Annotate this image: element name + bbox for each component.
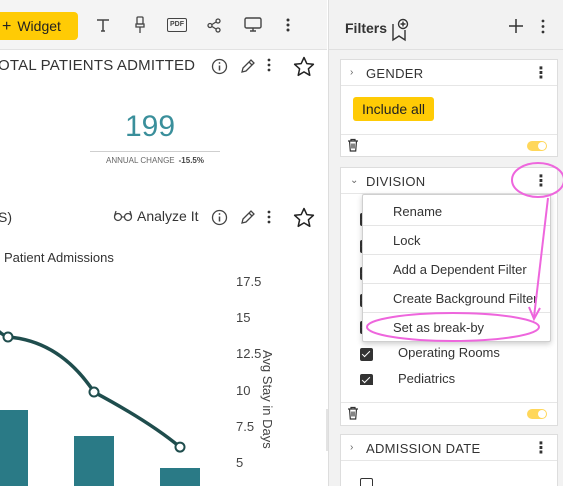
annual-change-value: -15.5% bbox=[178, 156, 204, 165]
edit-icon[interactable] bbox=[239, 209, 256, 226]
menu-item-create-background-filter[interactable]: Create Background Filter bbox=[393, 291, 538, 306]
checkbox[interactable] bbox=[360, 348, 373, 361]
filter-context-menu: Rename Lock Add a Dependent Filter Creat… bbox=[362, 194, 551, 342]
chart-plot bbox=[0, 330, 200, 486]
y2-axis-label: Avg Stay in Days bbox=[260, 350, 275, 449]
gender-card-footer bbox=[341, 134, 557, 156]
kpi-widget-title: OTAL PATIENTS ADMITTED bbox=[0, 57, 196, 74]
chevron-down-icon[interactable]: ⌄ bbox=[350, 175, 359, 186]
more-icon[interactable]: ⋮ bbox=[533, 173, 549, 190]
add-filter-icon[interactable] bbox=[509, 19, 523, 33]
trash-icon[interactable] bbox=[347, 138, 359, 157]
y2-tick-label: 17.5 bbox=[236, 274, 262, 289]
more-icon[interactable] bbox=[541, 19, 545, 34]
y2-tick-label: 7.5 bbox=[236, 418, 255, 434]
analyze-it-button[interactable]: Analyze It bbox=[113, 208, 198, 224]
chart-title: Patient Admissions bbox=[4, 250, 114, 265]
more-icon[interactable] bbox=[286, 16, 290, 34]
share-icon[interactable] bbox=[207, 16, 222, 34]
edit-icon[interactable] bbox=[239, 58, 256, 75]
menu-divider bbox=[363, 283, 550, 284]
filter-toggle[interactable] bbox=[527, 141, 547, 151]
filters-title: Filters bbox=[345, 20, 388, 36]
info-icon[interactable] bbox=[211, 58, 228, 75]
line-point[interactable] bbox=[2, 331, 14, 343]
menu-item-lock[interactable]: Lock bbox=[393, 233, 421, 248]
bookmark-add-icon[interactable] bbox=[391, 18, 409, 42]
y2-tick-label: 10 bbox=[236, 382, 251, 398]
kpi-widget-header: OTAL PATIENTS ADMITTED bbox=[0, 50, 327, 84]
more-icon[interactable] bbox=[267, 209, 271, 225]
list-item[interactable]: Operating Rooms bbox=[360, 345, 550, 365]
bar[interactable] bbox=[0, 410, 28, 486]
add-widget-button[interactable]: + Widget bbox=[0, 12, 78, 40]
y2-tick-label: 5 bbox=[236, 455, 244, 470]
include-all-button[interactable]: Include all bbox=[353, 97, 435, 121]
star-icon[interactable] bbox=[293, 207, 315, 228]
division-card-footer bbox=[341, 402, 557, 424]
menu-divider bbox=[363, 254, 550, 255]
y2-tick-label: 12.5 bbox=[236, 346, 262, 362]
menu-item-add-dependent-filter[interactable]: Add a Dependent Filter bbox=[393, 262, 527, 277]
gender-card-header[interactable]: › GENDER ⋮ bbox=[341, 60, 557, 86]
division-option-label: Pediatrics bbox=[398, 371, 456, 385]
gender-card-title: GENDER bbox=[366, 66, 424, 81]
analyze-it-label: Analyze It bbox=[137, 208, 199, 224]
menu-item-rename[interactable]: Rename bbox=[393, 204, 443, 219]
chart-widget-title: S) bbox=[0, 209, 12, 225]
line-point[interactable] bbox=[88, 386, 100, 398]
division-card-header[interactable]: ⌄ DIVISION ⋮ bbox=[341, 168, 557, 194]
gender-filter-card: › GENDER ⋮ Include all bbox=[340, 59, 558, 157]
more-icon[interactable]: ⋮ bbox=[533, 65, 549, 82]
admission-card-header[interactable]: › ADMISSION DATE ⋮ bbox=[341, 435, 557, 461]
checkbox[interactable] bbox=[360, 478, 373, 486]
chevron-right-icon[interactable]: › bbox=[350, 67, 354, 78]
checkbox[interactable] bbox=[360, 374, 373, 385]
star-icon[interactable] bbox=[293, 56, 315, 77]
filters-header: Filters bbox=[329, 0, 563, 50]
bar[interactable] bbox=[74, 436, 114, 486]
series-line bbox=[0, 330, 182, 449]
dashboard-toolbar: + Widget PDF bbox=[0, 0, 327, 50]
glasses-icon bbox=[113, 210, 133, 222]
admission-date-filter-card: › ADMISSION DATE ⋮ bbox=[340, 434, 558, 486]
line-point[interactable] bbox=[174, 441, 186, 453]
monitor-icon[interactable] bbox=[244, 16, 262, 34]
menu-divider bbox=[363, 312, 550, 313]
menu-item-set-as-break-by[interactable]: Set as break-by bbox=[393, 320, 485, 335]
division-card-title: DIVISION bbox=[366, 174, 426, 189]
brush-icon[interactable] bbox=[134, 16, 146, 34]
plus-icon: + bbox=[2, 18, 12, 35]
division-option-label: Operating Rooms bbox=[398, 345, 500, 360]
menu-divider bbox=[363, 225, 550, 226]
bar[interactable] bbox=[160, 468, 200, 486]
kpi-value: 199 bbox=[124, 110, 176, 143]
kpi-divider bbox=[90, 151, 220, 152]
admission-card-title: ADMISSION DATE bbox=[366, 441, 481, 456]
more-icon[interactable] bbox=[267, 57, 271, 73]
dashboard-area: + Widget PDF OTAL PATIENTS ADMITTED bbox=[0, 0, 327, 486]
info-icon[interactable] bbox=[211, 209, 228, 226]
text-icon[interactable] bbox=[96, 16, 110, 34]
trash-icon[interactable] bbox=[347, 406, 359, 425]
list-item[interactable] bbox=[360, 475, 550, 486]
more-icon[interactable]: ⋮ bbox=[533, 440, 549, 457]
y2-tick-label: 15 bbox=[236, 310, 251, 326]
list-item[interactable]: Pediatrics bbox=[360, 371, 550, 385]
kpi-change: ANNUAL CHANGE -15.5% bbox=[90, 156, 220, 165]
annual-change-label: ANNUAL CHANGE bbox=[106, 156, 175, 165]
add-widget-label: Widget bbox=[17, 18, 61, 34]
chevron-right-icon[interactable]: › bbox=[350, 442, 354, 453]
filter-toggle[interactable] bbox=[527, 409, 547, 419]
pdf-icon[interactable]: PDF bbox=[167, 16, 187, 34]
